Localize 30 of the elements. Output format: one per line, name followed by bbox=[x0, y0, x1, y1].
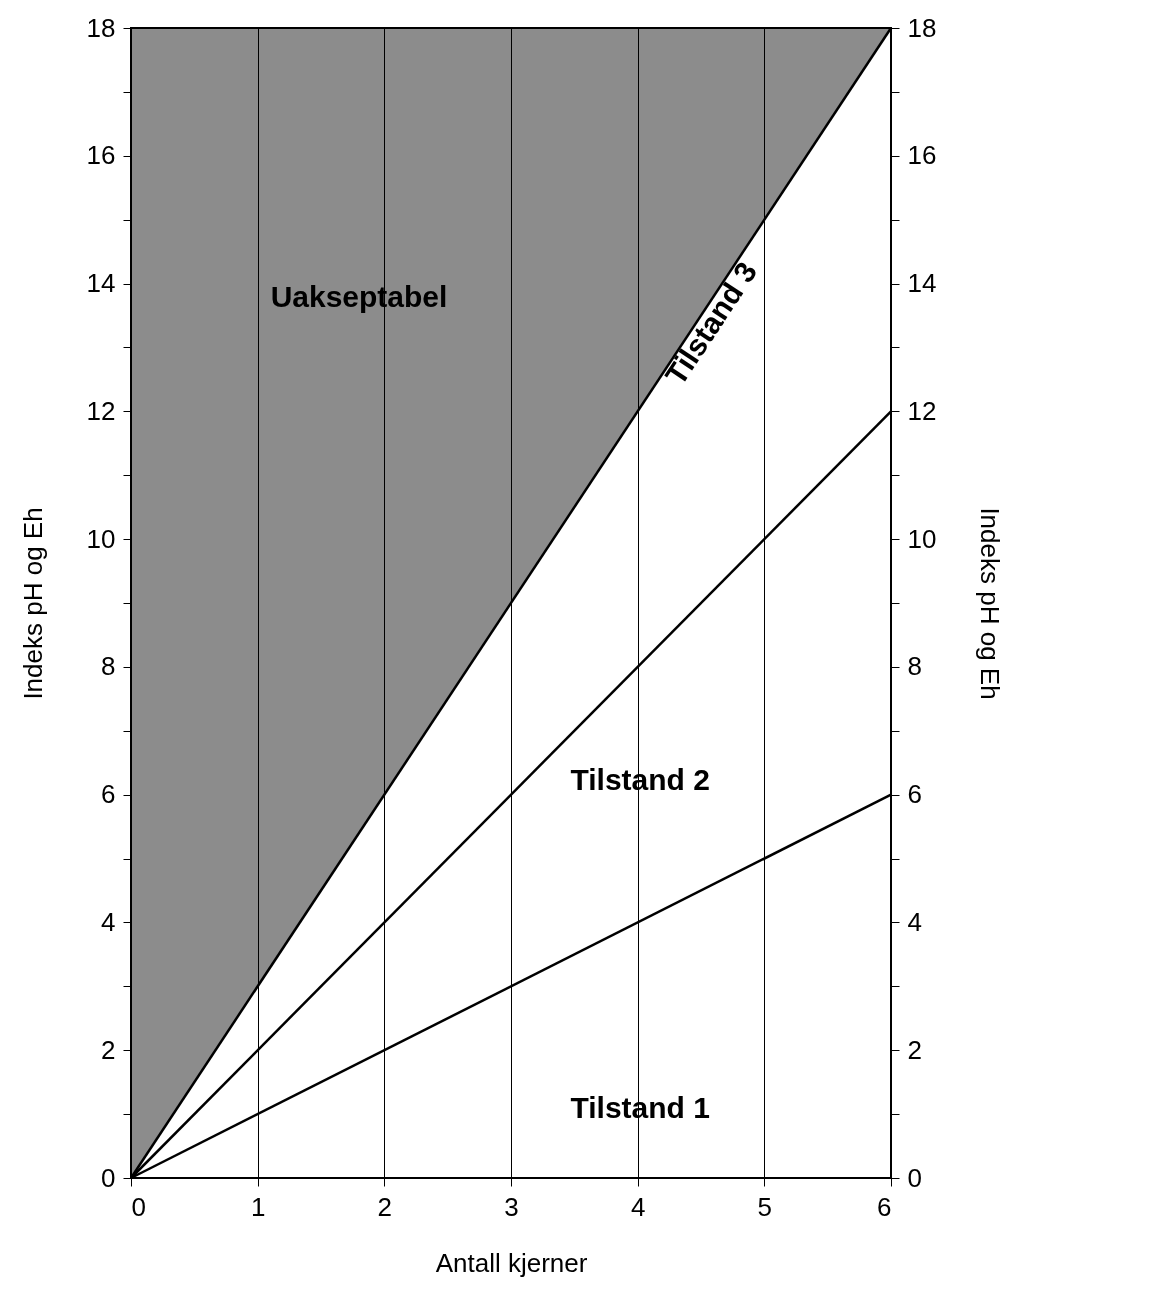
y-axis-title: Indeks pH og Eh bbox=[17, 507, 48, 700]
y-tick-label: 18 bbox=[86, 12, 116, 43]
y-tick-label: 12 bbox=[86, 395, 116, 426]
x-axis-title: Antall kjerner bbox=[435, 1247, 588, 1278]
y-tick-label: 16 bbox=[86, 140, 116, 171]
y2-tick-label: 14 bbox=[907, 268, 937, 299]
x-tick-label: 3 bbox=[504, 1191, 519, 1222]
y-tick-label: 2 bbox=[101, 1034, 116, 1065]
x-tick-label: 4 bbox=[630, 1191, 646, 1222]
y2-tick-label: 2 bbox=[907, 1034, 922, 1065]
y-tick-label: 14 bbox=[86, 268, 116, 299]
y-tick-label: 8 bbox=[101, 651, 116, 682]
y-tick-label: 6 bbox=[101, 779, 116, 810]
y2-tick-label: 16 bbox=[907, 140, 937, 171]
y2-tick-label: 18 bbox=[907, 12, 937, 43]
y2-tick-label: 8 bbox=[907, 651, 922, 682]
y2-axis-title: Indeks pH og Eh bbox=[975, 507, 1006, 700]
y2-tick-label: 0 bbox=[907, 1162, 922, 1193]
x-tick-label: 6 bbox=[877, 1191, 892, 1222]
x-tick-label: 5 bbox=[757, 1191, 773, 1222]
x-tick-label: 1 bbox=[250, 1191, 266, 1222]
y2-tick-label: 6 bbox=[907, 779, 922, 810]
x-tick-label: 2 bbox=[377, 1191, 393, 1222]
y2-tick-label: 10 bbox=[907, 523, 937, 554]
y-tick-label: 0 bbox=[101, 1162, 116, 1193]
y-tick-label: 10 bbox=[86, 523, 116, 554]
y-tick-label: 4 bbox=[101, 906, 116, 937]
y2-tick-label: 4 bbox=[907, 906, 922, 937]
y2-tick-label: 12 bbox=[907, 395, 937, 426]
x-tick-label: 0 bbox=[131, 1191, 146, 1222]
